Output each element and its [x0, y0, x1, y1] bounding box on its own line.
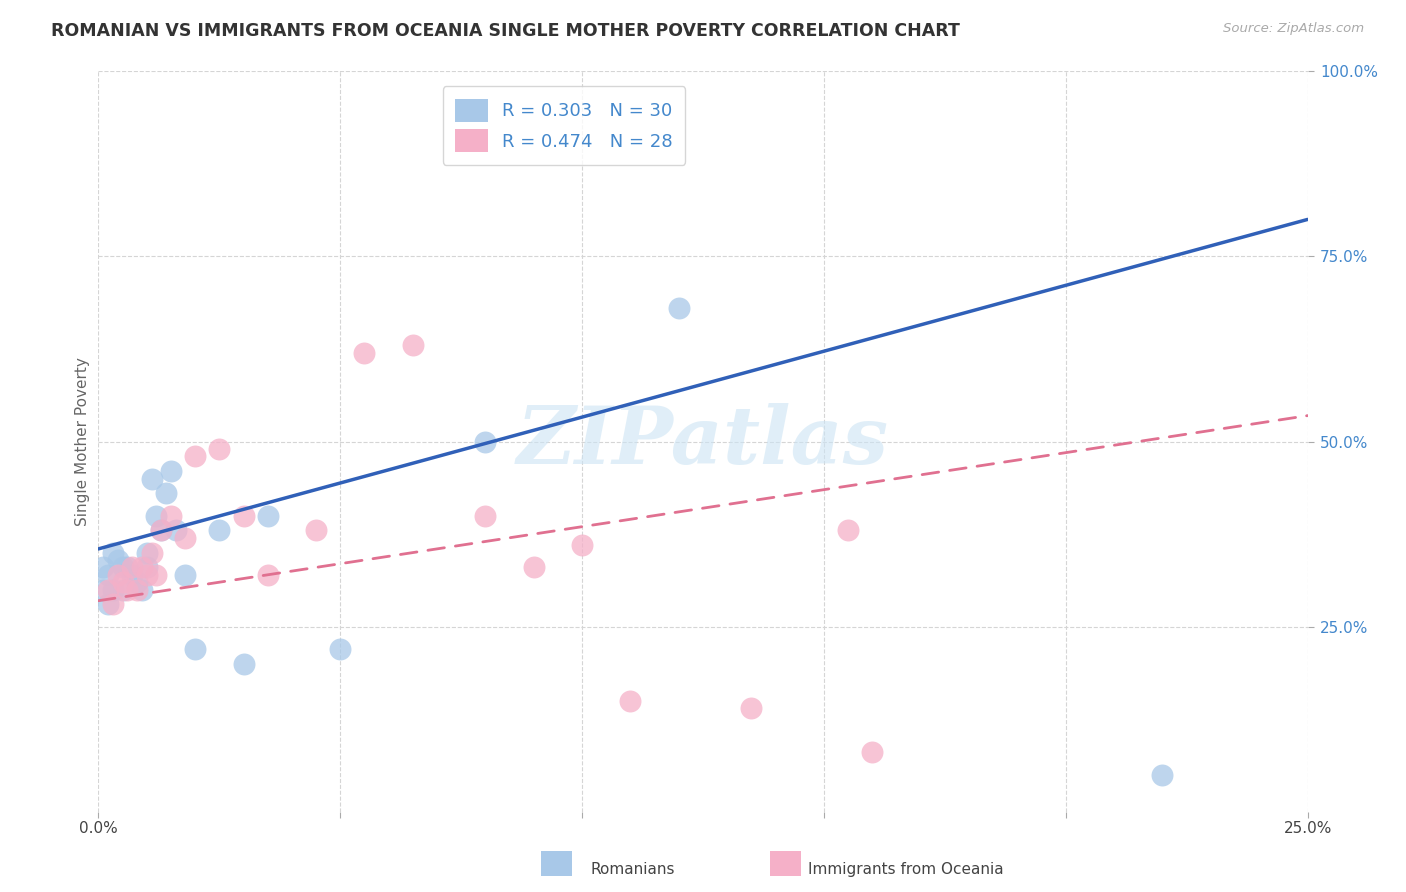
Point — [232, 657, 254, 671]
Point — [232, 508, 254, 523]
Point — [474, 434, 496, 449]
Point — [141, 546, 163, 560]
Point — [256, 508, 278, 523]
Point — [208, 442, 231, 456]
Point — [155, 486, 177, 500]
Point — [121, 560, 143, 574]
Point — [523, 560, 546, 574]
Point — [619, 694, 641, 708]
Text: Source: ZipAtlas.com: Source: ZipAtlas.com — [1223, 22, 1364, 36]
Point — [150, 524, 173, 538]
Point — [174, 567, 197, 582]
Point — [91, 582, 114, 597]
Point — [353, 345, 375, 359]
Point — [111, 560, 134, 574]
Text: ROMANIAN VS IMMIGRANTS FROM OCEANIA SINGLE MOTHER POVERTY CORRELATION CHART: ROMANIAN VS IMMIGRANTS FROM OCEANIA SING… — [51, 22, 959, 40]
Point — [402, 338, 425, 352]
Point — [160, 508, 183, 523]
Y-axis label: Single Mother Poverty: Single Mother Poverty — [75, 357, 90, 526]
Point — [131, 560, 153, 574]
Point — [305, 524, 328, 538]
Point — [571, 538, 593, 552]
Point — [97, 598, 120, 612]
Point — [135, 567, 157, 582]
Point — [165, 524, 187, 538]
Point — [121, 567, 143, 582]
Point — [101, 546, 124, 560]
Point — [91, 560, 114, 574]
Point — [135, 560, 157, 574]
Point — [135, 546, 157, 560]
Point — [101, 582, 124, 597]
Legend: R = 0.303   N = 30, R = 0.474   N = 28: R = 0.303 N = 30, R = 0.474 N = 28 — [443, 87, 685, 165]
Text: ZIPatlas: ZIPatlas — [517, 403, 889, 480]
Point — [145, 567, 167, 582]
Point — [111, 582, 134, 597]
Point — [1152, 767, 1174, 781]
Point — [127, 582, 149, 597]
Point — [111, 575, 134, 590]
Point — [141, 471, 163, 485]
Text: Immigrants from Oceania: Immigrants from Oceania — [808, 863, 1004, 877]
Point — [107, 567, 129, 582]
Point — [160, 464, 183, 478]
Point — [184, 450, 207, 464]
Point — [256, 567, 278, 582]
Point — [860, 746, 883, 760]
Point — [837, 524, 859, 538]
Point — [117, 560, 139, 574]
Point — [117, 582, 139, 597]
Point — [97, 567, 120, 582]
Point — [107, 553, 129, 567]
Text: Romanians: Romanians — [591, 863, 675, 877]
Point — [668, 301, 690, 316]
Point — [97, 582, 120, 597]
Point — [208, 524, 231, 538]
Point — [174, 531, 197, 545]
Point — [101, 598, 124, 612]
Point — [127, 575, 149, 590]
Point — [131, 582, 153, 597]
Point — [150, 524, 173, 538]
Point — [145, 508, 167, 523]
Point — [474, 508, 496, 523]
Point — [740, 701, 762, 715]
Point — [184, 641, 207, 656]
Point — [329, 641, 352, 656]
